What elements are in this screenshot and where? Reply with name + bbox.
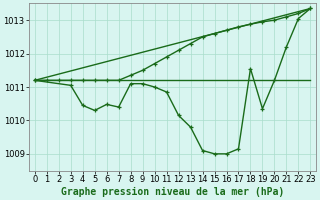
X-axis label: Graphe pression niveau de la mer (hPa): Graphe pression niveau de la mer (hPa) <box>61 186 284 197</box>
